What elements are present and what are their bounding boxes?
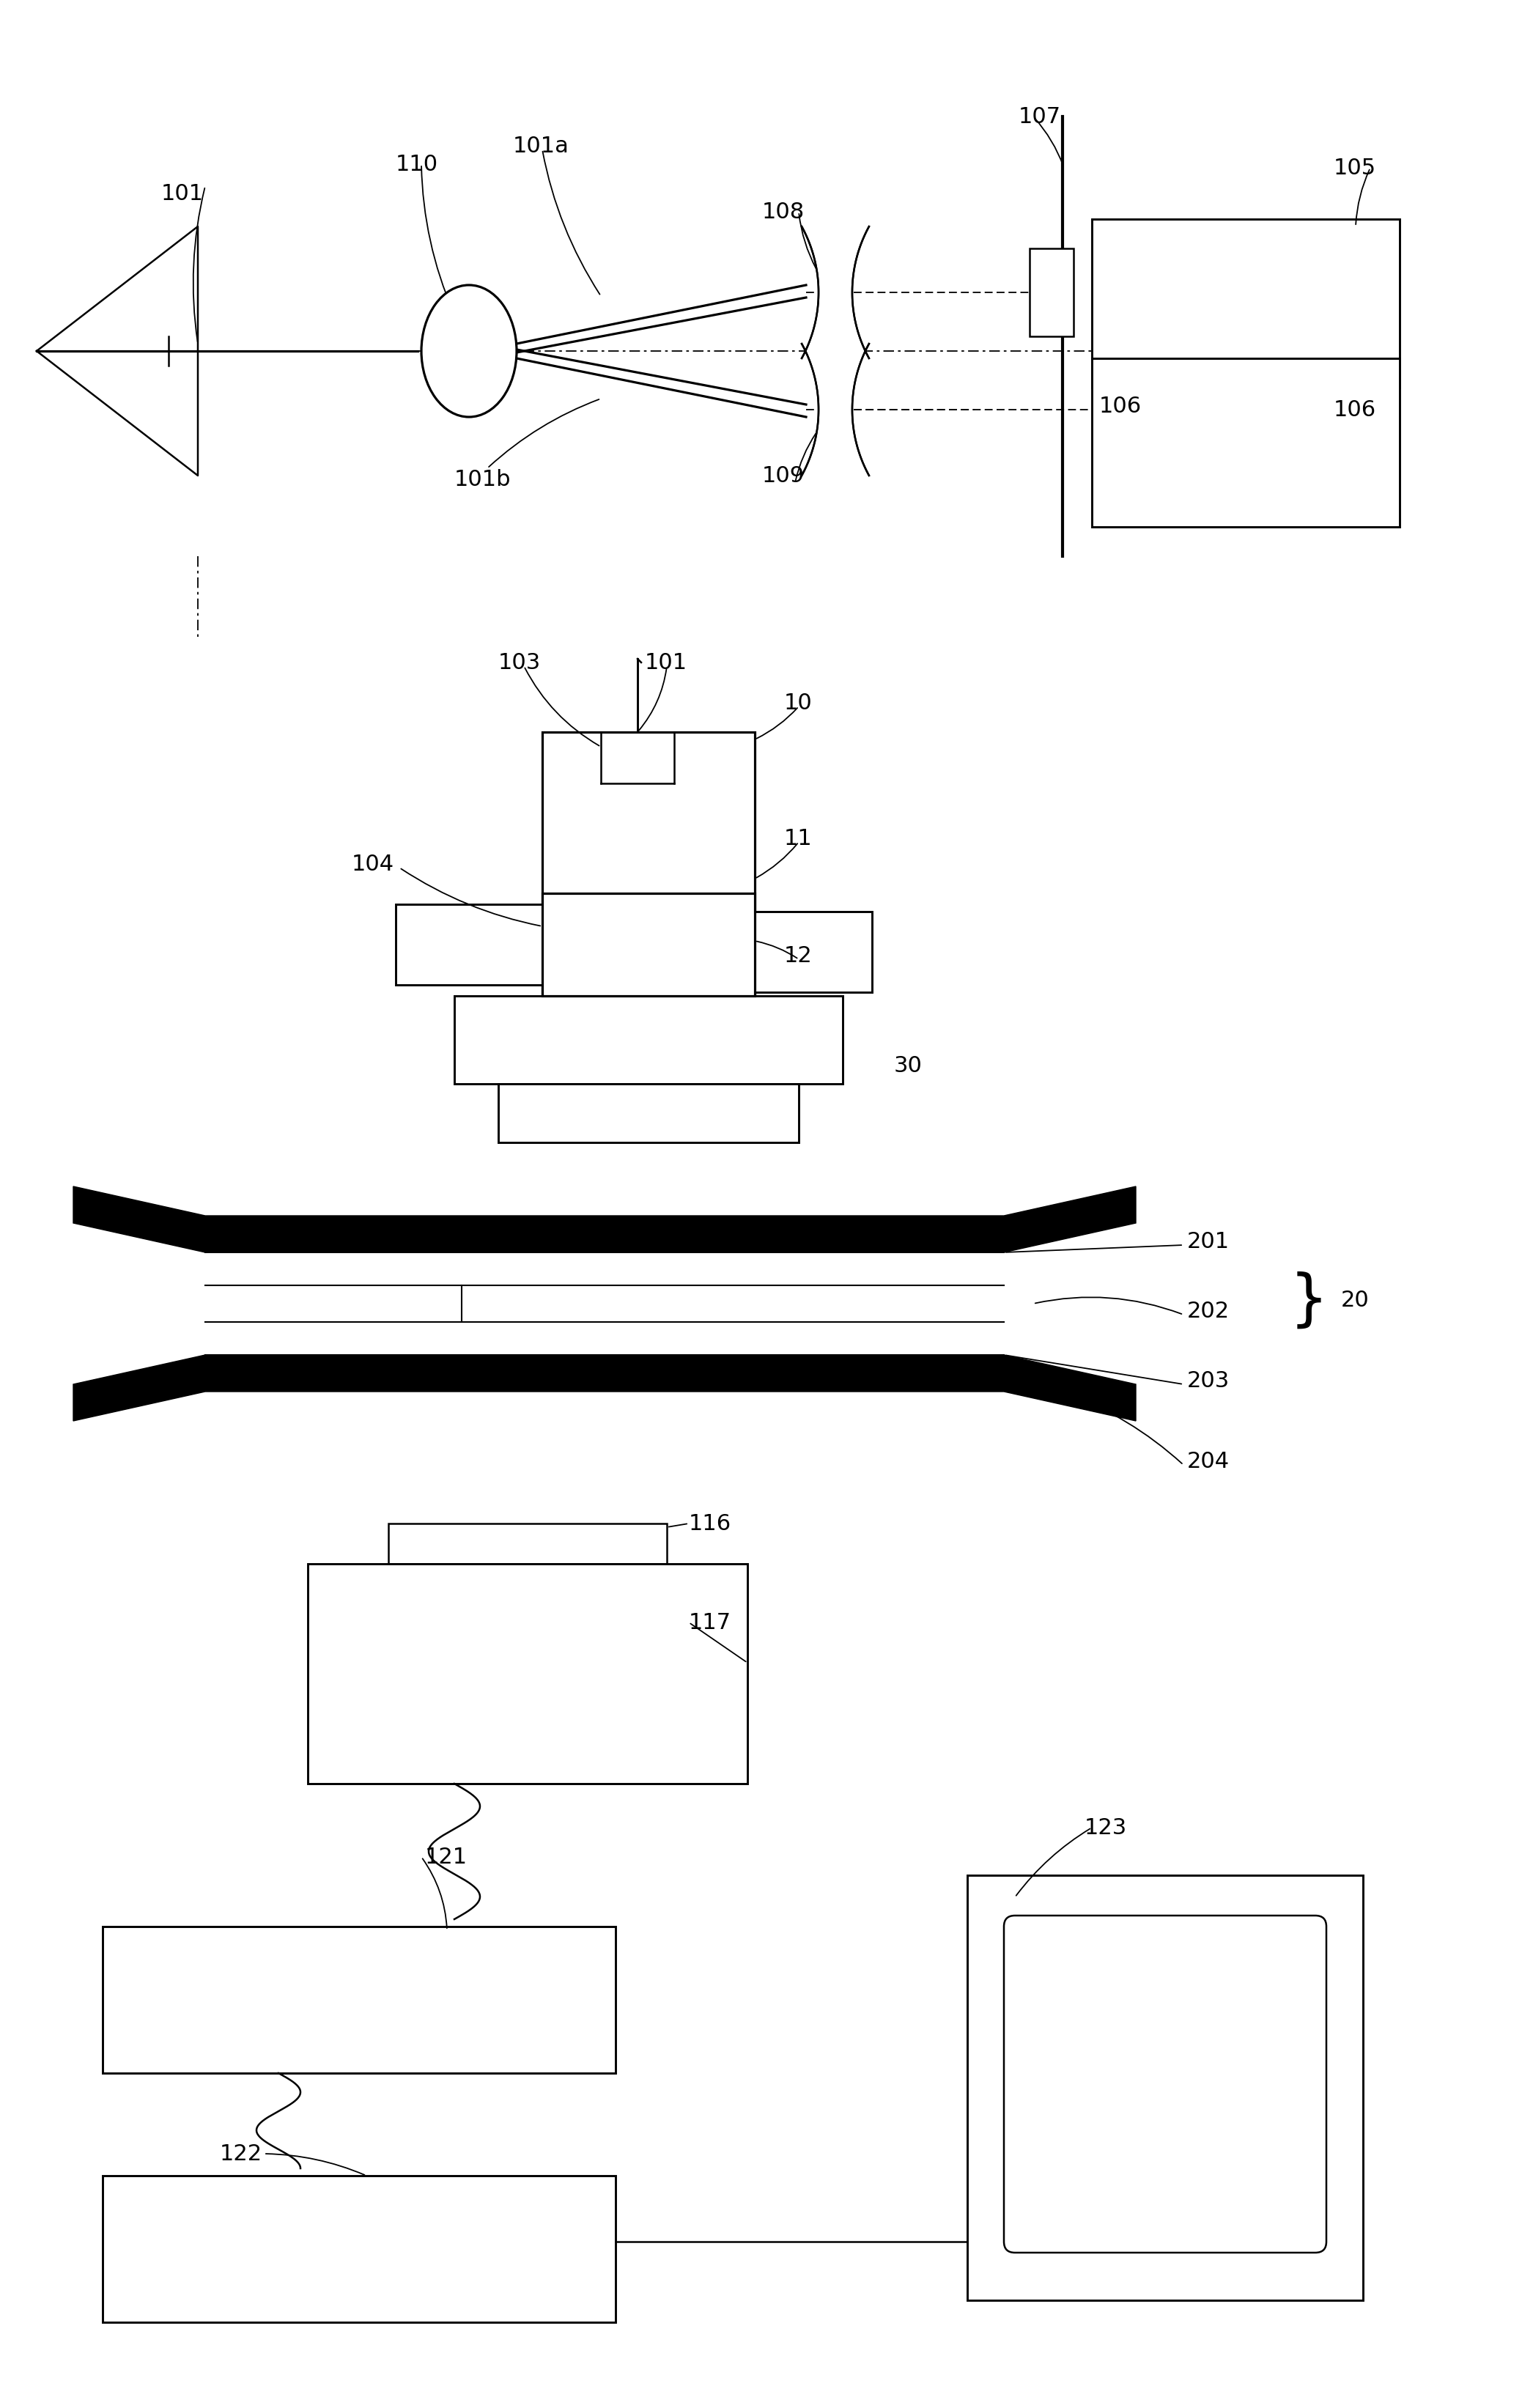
Bar <box>455 997 843 1084</box>
Polygon shape <box>73 1356 1135 1421</box>
Bar <box>102 1926 615 2073</box>
Text: 107: 107 <box>1018 106 1061 128</box>
Polygon shape <box>802 344 869 477</box>
Text: 11: 11 <box>784 828 813 850</box>
Bar <box>102 2177 615 2321</box>
Text: 203: 203 <box>1187 1370 1230 1392</box>
Text: 108: 108 <box>763 202 805 222</box>
Text: 101: 101 <box>645 653 688 674</box>
Text: 117: 117 <box>689 1611 732 1633</box>
Bar <box>755 913 872 992</box>
Text: 202: 202 <box>1187 1300 1230 1322</box>
Bar <box>396 905 542 985</box>
Bar <box>205 1252 1005 1356</box>
Bar <box>968 1876 1364 2300</box>
Text: 104: 104 <box>352 852 394 874</box>
Text: }: } <box>1289 1271 1329 1329</box>
Text: 110: 110 <box>396 154 438 176</box>
Text: 101: 101 <box>161 183 204 205</box>
Text: 116: 116 <box>689 1512 732 1534</box>
Polygon shape <box>802 226 869 359</box>
Bar <box>307 1565 747 1784</box>
FancyBboxPatch shape <box>1005 1917 1326 2254</box>
Bar <box>1091 359 1400 527</box>
Text: 103: 103 <box>498 653 540 674</box>
Text: 12: 12 <box>784 944 813 966</box>
Ellipse shape <box>422 287 516 417</box>
Text: 106: 106 <box>1333 400 1376 421</box>
Text: 122: 122 <box>219 2143 262 2165</box>
Polygon shape <box>73 1187 1135 1252</box>
Bar <box>1091 219 1400 388</box>
Text: 105: 105 <box>1333 157 1376 178</box>
Bar <box>498 1084 799 1144</box>
Text: 101a: 101a <box>513 135 569 157</box>
Bar <box>1029 248 1073 337</box>
Text: 106: 106 <box>1099 395 1142 417</box>
Text: 121: 121 <box>425 1847 467 1866</box>
Text: 201: 201 <box>1187 1230 1230 1252</box>
Bar <box>542 893 755 997</box>
Text: 123: 123 <box>1085 1816 1128 1837</box>
Text: 204: 204 <box>1187 1450 1230 1471</box>
Text: 20: 20 <box>1341 1291 1370 1310</box>
Bar <box>542 732 755 997</box>
Bar <box>388 1524 667 1565</box>
Text: 109: 109 <box>763 465 805 486</box>
Text: 101b: 101b <box>455 470 511 491</box>
Text: 30: 30 <box>893 1055 922 1076</box>
Text: 10: 10 <box>784 691 813 713</box>
